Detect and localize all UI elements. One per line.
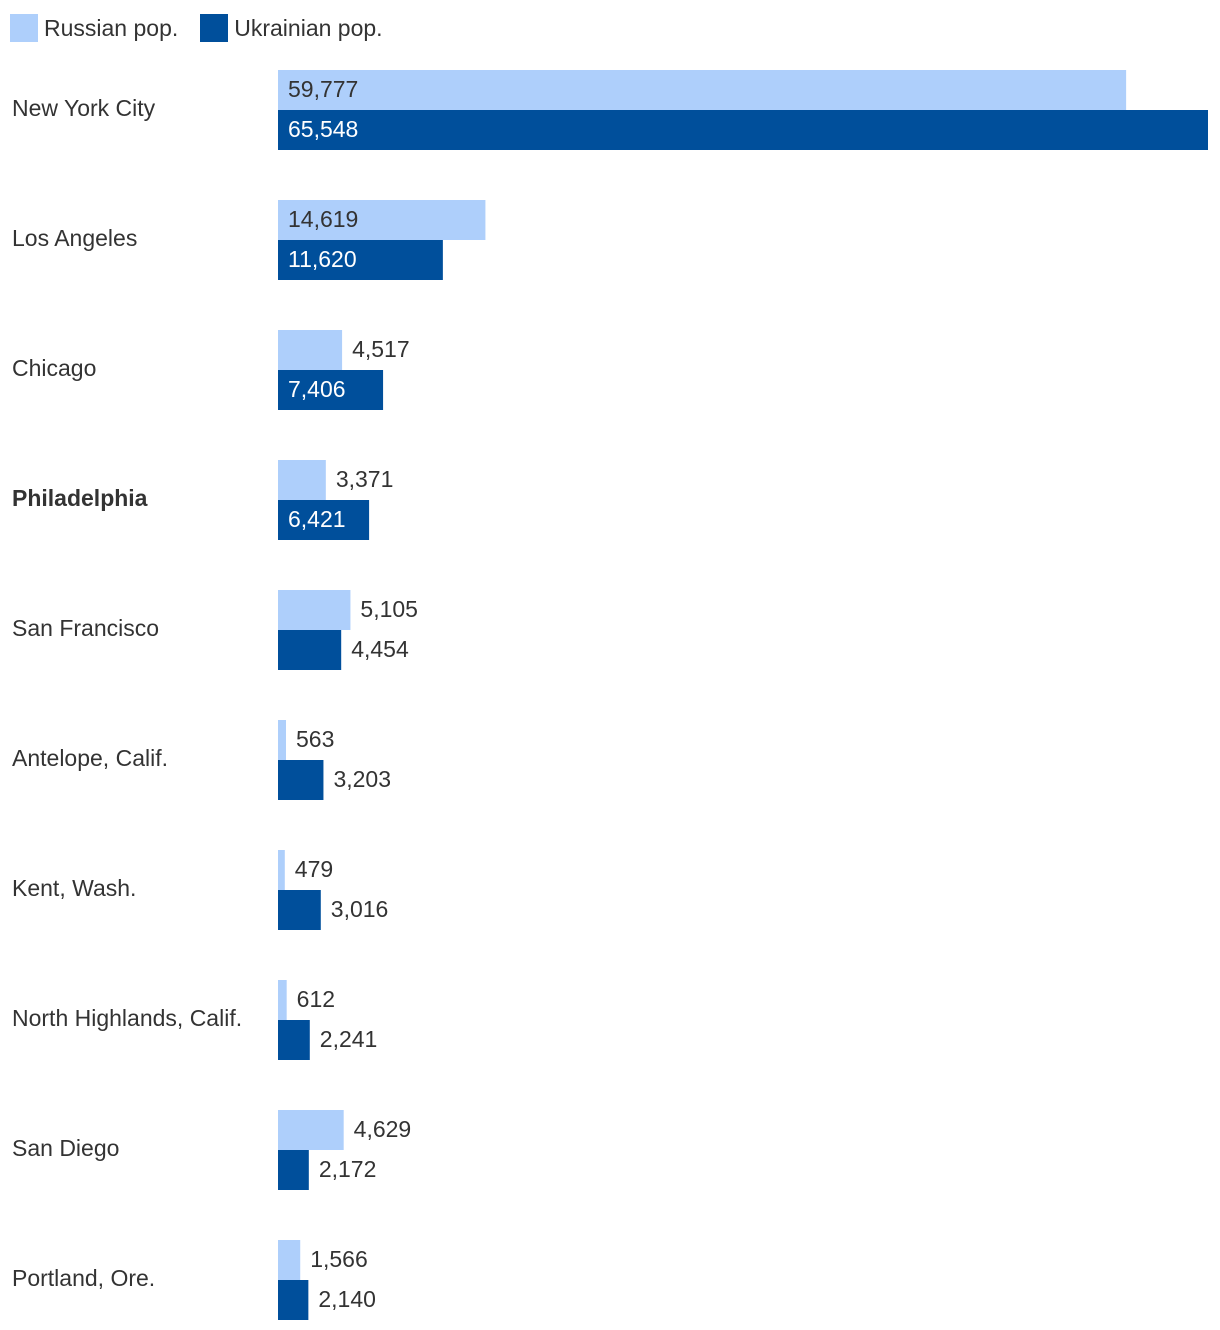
- value-label-ukrainian: 65,548: [288, 116, 358, 142]
- bar-russian: [278, 200, 486, 240]
- legend-label-russian: Russian pop.: [44, 14, 179, 41]
- category-label: Kent, Wash.: [12, 875, 136, 901]
- bar-russian: [278, 1110, 344, 1150]
- category-label: Chicago: [12, 355, 96, 381]
- category-label: North Highlands, Calif.: [12, 1005, 242, 1031]
- value-label-russian: 14,619: [288, 206, 358, 232]
- value-label-ukrainian: 2,140: [318, 1286, 376, 1312]
- category-label: Los Angeles: [12, 225, 137, 251]
- value-label-russian: 4,517: [352, 336, 410, 362]
- legend-item-russian: Russian pop.: [10, 14, 178, 42]
- bar-ukrainian: [278, 500, 370, 540]
- bar-group-new-york-city: New York City 59,777 65,548: [12, 70, 1208, 150]
- value-label-ukrainian: 11,620: [288, 246, 357, 272]
- bar-ukrainian: [278, 110, 1208, 150]
- bar-ukrainian: [278, 1020, 310, 1060]
- bar-ukrainian: [278, 370, 384, 410]
- bar-ukrainian: [278, 240, 443, 280]
- bar-group-los-angeles: Los Angeles 14,619 11,620: [12, 200, 486, 280]
- bar-ukrainian: [278, 890, 321, 930]
- value-label-russian: 5,105: [360, 596, 418, 622]
- bar-russian: [278, 330, 343, 370]
- bar-russian: [278, 720, 286, 760]
- bar-ukrainian: [278, 1280, 309, 1320]
- bar-russian: [278, 1240, 301, 1280]
- value-label-russian: 59,777: [288, 76, 358, 102]
- bar-ukrainian: [278, 1150, 309, 1190]
- category-label: Philadelphia: [12, 485, 148, 511]
- bar-ukrainian: [278, 630, 342, 670]
- bar-russian: [278, 460, 326, 500]
- bar-group-san-diego: San Diego 4,629 2,172: [12, 1110, 411, 1190]
- value-label-ukrainian: 2,241: [320, 1026, 378, 1052]
- value-label-ukrainian: 6,421: [288, 506, 346, 532]
- bar-group-north-highlands-calif: North Highlands, Calif. 612 2,241: [12, 980, 377, 1060]
- bar-russian: [278, 70, 1127, 110]
- bar-group-san-francisco: San Francisco 5,105 4,454: [12, 590, 418, 670]
- bar-russian: [278, 590, 351, 630]
- legend-swatch-russian: [10, 14, 38, 42]
- bar-russian: [278, 850, 285, 890]
- value-label-russian: 3,371: [336, 466, 394, 492]
- value-label-ukrainian: 3,203: [333, 766, 391, 792]
- value-label-ukrainian: 3,016: [331, 896, 389, 922]
- category-label: San Francisco: [12, 615, 159, 641]
- category-label: Antelope, Calif.: [12, 745, 168, 771]
- value-label-russian: 1,566: [310, 1246, 368, 1272]
- value-label-ukrainian: 7,406: [288, 376, 346, 402]
- category-label: Portland, Ore.: [12, 1265, 155, 1291]
- bar-group-philadelphia: Philadelphia 3,371 6,421: [12, 460, 393, 540]
- legend: Russian pop. Ukrainian pop.: [10, 14, 405, 42]
- category-label: San Diego: [12, 1135, 119, 1161]
- bar-ukrainian: [278, 760, 324, 800]
- value-label-russian: 612: [297, 986, 335, 1012]
- bar-russian: [278, 980, 287, 1020]
- value-label-ukrainian: 4,454: [351, 636, 409, 662]
- value-label-russian: 4,629: [354, 1116, 412, 1142]
- legend-label-ukrainian: Ukrainian pop.: [234, 14, 383, 41]
- category-label: New York City: [12, 95, 156, 121]
- bar-group-kent-wash: Kent, Wash. 479 3,016: [12, 850, 388, 930]
- value-label-ukrainian: 2,172: [319, 1156, 377, 1182]
- legend-swatch-ukrainian: [200, 14, 229, 42]
- value-label-russian: 563: [296, 726, 334, 752]
- bar-group-portland-ore: Portland, Ore. 1,566 2,140: [12, 1240, 376, 1320]
- legend-item-ukrainian: Ukrainian pop.: [200, 14, 383, 42]
- bar-group-antelope-calif: Antelope, Calif. 563 3,203: [12, 720, 391, 800]
- value-label-russian: 479: [295, 856, 333, 882]
